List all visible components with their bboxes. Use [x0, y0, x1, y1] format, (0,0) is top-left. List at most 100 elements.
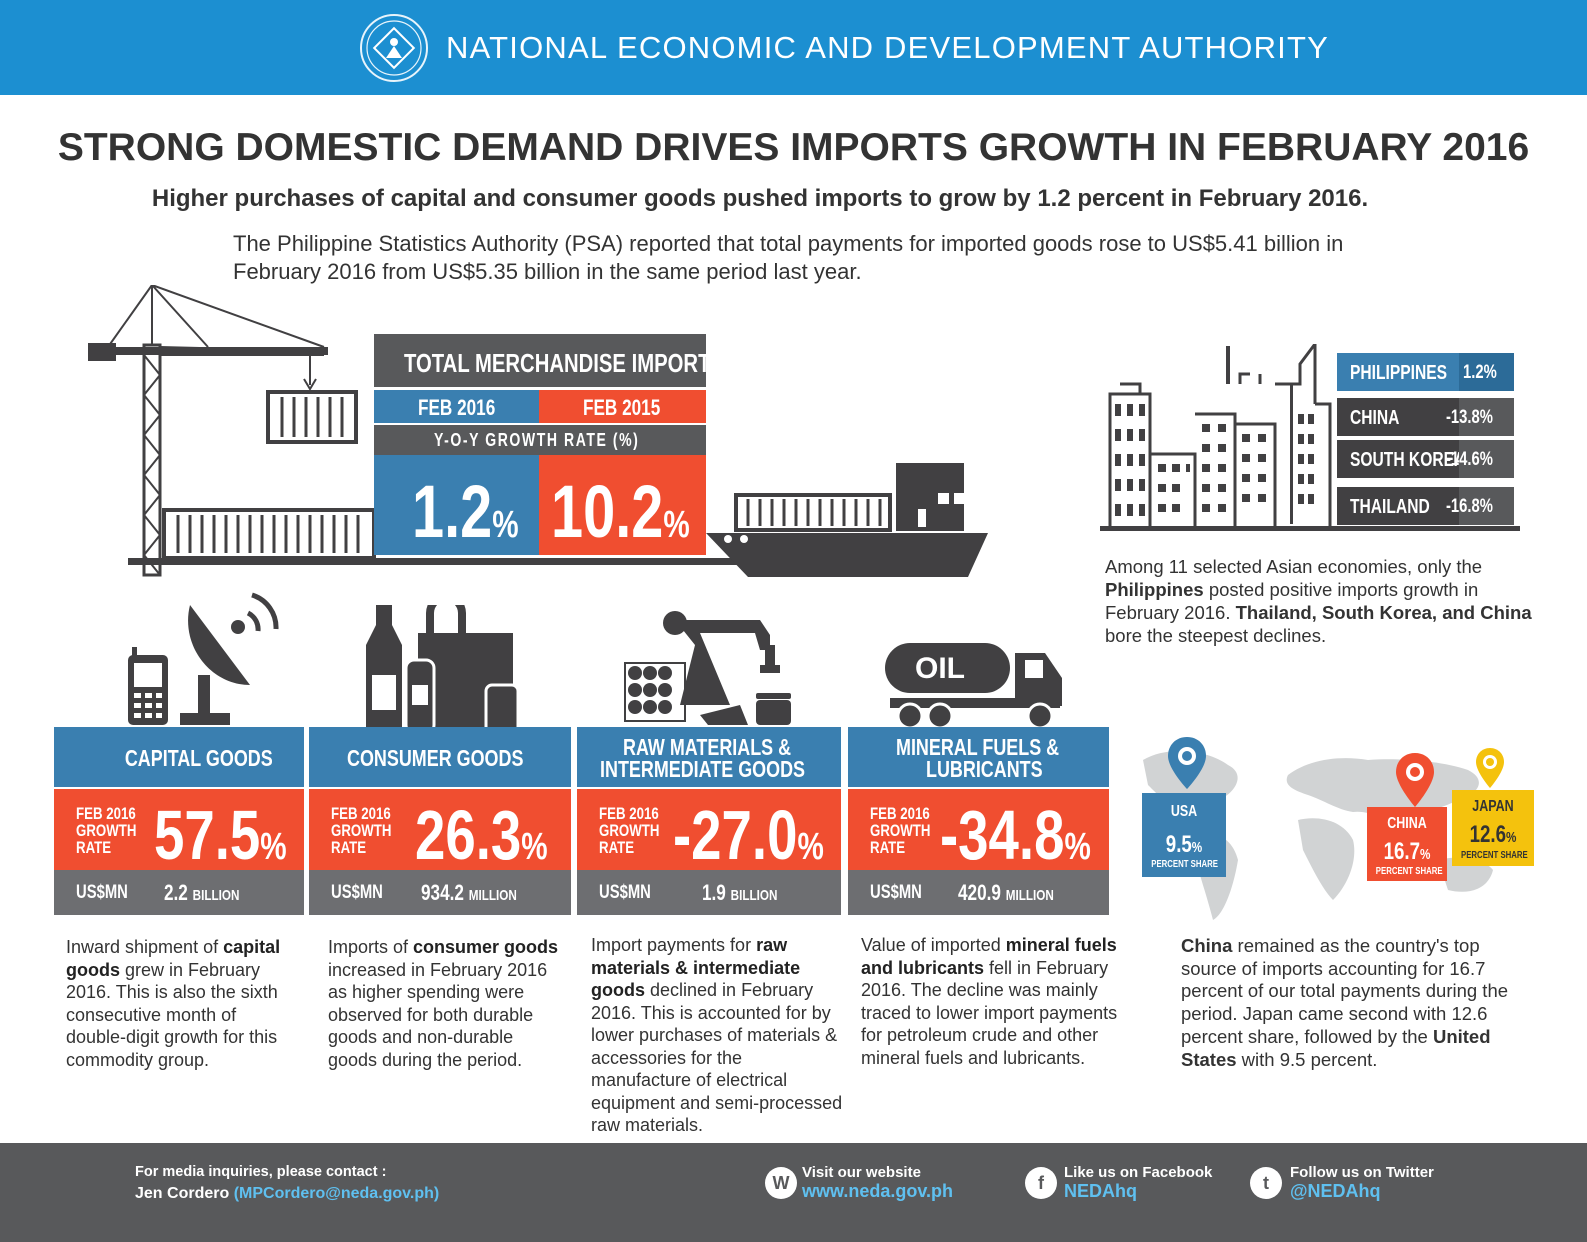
container-icon	[734, 493, 892, 532]
feb-2016-growth-number: 1.2	[412, 470, 493, 553]
container-icon	[266, 390, 358, 444]
rate-label-line: GROWTH	[331, 821, 392, 840]
website-label: Visit our website	[802, 1164, 921, 1181]
feb-2016-header: FEB 2016	[374, 390, 539, 423]
consumer-goods-icon	[366, 605, 520, 735]
amount-unit: BILLION	[192, 887, 240, 904]
raw-materials-description: Import payments for raw materials & inte…	[591, 935, 843, 1135]
yoy-growth-label: Y-O-Y GROWTH RATE (%)	[434, 430, 640, 450]
amount-unit: BILLION	[730, 887, 778, 904]
capital-goods-amount: US$MN 2.2 BILLION	[54, 870, 304, 915]
feb-2015-label: FEB 2015	[583, 395, 661, 420]
feb-2015-growth-value: 10.2%	[539, 455, 706, 555]
country-growth-row: PHILIPPINES 1.2%	[1337, 353, 1514, 391]
shopping-bag-icon	[426, 605, 466, 635]
country-growth-value: -16.8%	[1445, 496, 1493, 517]
ship-icon	[706, 533, 988, 577]
amount-value: 2.2	[164, 880, 188, 905]
box-icon	[756, 700, 791, 725]
total-imports-heading-text: TOTAL MERCHANDISE IMPORTS	[404, 348, 724, 378]
percent-sign: %	[663, 504, 690, 546]
consumer-goods-rate: FEB 2016 GROWTH RATE 26.3%	[309, 789, 571, 874]
share-label: PERCENT SHARE	[1151, 859, 1218, 870]
rate-label-line: GROWTH	[599, 821, 660, 840]
rate-label-line: FEB 2016	[870, 804, 930, 823]
bottle-icon	[366, 605, 402, 733]
fuel-truck-icon: OIL	[885, 643, 1062, 730]
mobile-phone-icon	[128, 647, 168, 725]
japan-share-badge: JAPAN 12.6% PERCENT SHARE	[1452, 790, 1534, 866]
rate-label-line: RATE	[870, 838, 906, 857]
page-title: STRONG DOMESTIC DEMAND DRIVES IMPORTS GR…	[57, 126, 1530, 169]
percent-sign: %	[1064, 826, 1091, 868]
oil-label: OIL	[915, 652, 965, 685]
facebook-label: Like us on Facebook	[1064, 1164, 1213, 1181]
total-imports-heading: TOTAL MERCHANDISE IMPORTS	[374, 334, 724, 387]
rate-label-line: FEB 2016	[76, 804, 136, 823]
rate-label-line: FEB 2016	[331, 804, 391, 823]
category-name-line: LUBRICANTS	[925, 756, 1043, 782]
facebook-icon: f	[1025, 1167, 1057, 1199]
percent-sign: %	[1506, 829, 1517, 846]
raw-materials-header: RAW MATERIALS & INTERMEDIATE GOODS	[577, 727, 841, 787]
top-source-description: China remained as the country's top sour…	[1181, 935, 1509, 1070]
rate-label-line: GROWTH	[870, 821, 931, 840]
intro-text: The Philippine Statistics Authority (PSA…	[233, 231, 1344, 284]
country-name: JAPAN	[1472, 798, 1514, 815]
robotic-arm-icon	[663, 611, 780, 725]
header-bar: NATIONAL ECONOMIC AND DEVELOPMENT AUTHOR…	[0, 0, 1587, 95]
rate-label-line: RATE	[599, 838, 635, 857]
website-link[interactable]: www.neda.gov.ph	[802, 1181, 954, 1201]
country-growth-value: -13.8%	[1445, 407, 1493, 428]
footer: For media inquiries, please contact : Je…	[0, 1143, 1587, 1242]
can-icon	[484, 683, 520, 735]
consumer-goods-amount: US$MN 934.2 MILLION	[309, 870, 571, 915]
country-name: THAILAND	[1350, 496, 1430, 518]
location-pin-icon	[1476, 748, 1504, 788]
share-value: 12.6	[1469, 821, 1507, 848]
media-contact-label: For media inquiries, please contact :	[135, 1164, 387, 1180]
asia-comparison-note: Among 11 selected Asian economies, only …	[1105, 556, 1532, 646]
country-growth-value: 1.2%	[1462, 362, 1497, 383]
consumer-goods-description: Imports of consumer goods increased in F…	[328, 937, 559, 1070]
twitter-link[interactable]: @NEDAhq	[1290, 1181, 1381, 1201]
amount-unit: MILLION	[468, 887, 517, 904]
growth-rate-value: -34.8	[940, 796, 1065, 874]
capital-goods-header: CAPITAL GOODS	[54, 727, 304, 787]
capital-goods-description: Inward shipment of capital goods grew in…	[66, 937, 281, 1070]
percent-sign: %	[1420, 846, 1431, 863]
amount-value: 420.9	[958, 880, 1001, 905]
city-skyline-icon	[1100, 344, 1520, 531]
feb-2016-growth-value: 1.2%	[374, 455, 539, 555]
growth-rate-value: -27.0	[673, 796, 798, 874]
country-name: USA	[1170, 803, 1198, 820]
category-name-line: INTERMEDIATE GOODS	[599, 756, 805, 782]
country-growth-row: THAILAND -16.8%	[1337, 487, 1514, 525]
contact-email-link[interactable]: (MPCordero@neda.gov.ph)	[233, 1185, 440, 1202]
mineral-fuels-rate: FEB 2016 GROWTH RATE -34.8%	[848, 789, 1109, 874]
port-illustration	[88, 285, 988, 577]
percent-sign: %	[521, 826, 548, 868]
amount-value: 1.9	[702, 880, 726, 905]
country-growth-row: SOUTH KOREA -14.6%	[1337, 440, 1514, 478]
amount-unit: MILLION	[1005, 887, 1054, 904]
location-pin-icon	[1168, 737, 1206, 789]
share-value: 9.5	[1165, 831, 1192, 858]
container-icon	[162, 508, 376, 560]
country-name: SOUTH KOREA	[1350, 449, 1466, 471]
percent-sign: %	[492, 504, 519, 546]
amount-label: US$MN	[331, 882, 383, 903]
country-name: CHINA	[1387, 815, 1427, 832]
facebook-link[interactable]: NEDAhq	[1064, 1181, 1137, 1201]
share-label: PERCENT SHARE	[1461, 850, 1528, 861]
raw-materials-rate: FEB 2016 GROWTH RATE -27.0%	[577, 789, 841, 874]
country-name: CHINA	[1350, 407, 1400, 429]
amount-label: US$MN	[76, 882, 128, 903]
capital-goods-icon	[128, 592, 279, 725]
category-name: CAPITAL GOODS	[125, 745, 273, 771]
raw-materials-amount: US$MN 1.9 BILLION	[577, 870, 841, 915]
amount-value: 934.2	[421, 880, 464, 905]
mineral-fuels-header: MINERAL FUELS & LUBRICANTS	[848, 727, 1109, 787]
mineral-fuels-amount: US$MN 420.9 MILLION	[848, 870, 1109, 915]
rate-label-line: RATE	[76, 838, 112, 857]
